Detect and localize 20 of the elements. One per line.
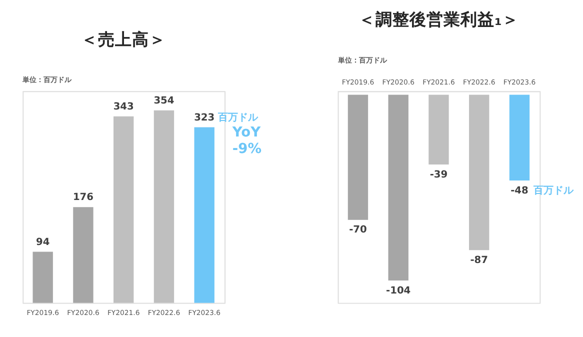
data-label: -39 <box>430 169 448 180</box>
bar <box>114 116 134 303</box>
text: YoY -9% <box>231 124 262 158</box>
chart-title: ＜売上高＞ <box>81 28 166 49</box>
bar <box>73 207 94 303</box>
chart-title: ＜調整後営業利益₁＞ <box>358 9 519 30</box>
annotation: 百万ドル <box>532 185 574 196</box>
data-label: 176 <box>72 192 94 204</box>
annotation: 百万ドル <box>217 112 260 124</box>
data-label: -87 <box>470 254 488 266</box>
bar <box>154 110 174 303</box>
data-label: 354 <box>154 95 174 106</box>
data-label: 94 <box>36 236 50 248</box>
data-label: -48 <box>510 185 529 196</box>
bar <box>194 127 214 303</box>
data-label: -104 <box>386 285 411 296</box>
data-label: -70 <box>349 224 368 236</box>
data-label: 323 <box>194 112 215 124</box>
data-label: 343 <box>113 101 134 112</box>
bar <box>32 252 53 303</box>
